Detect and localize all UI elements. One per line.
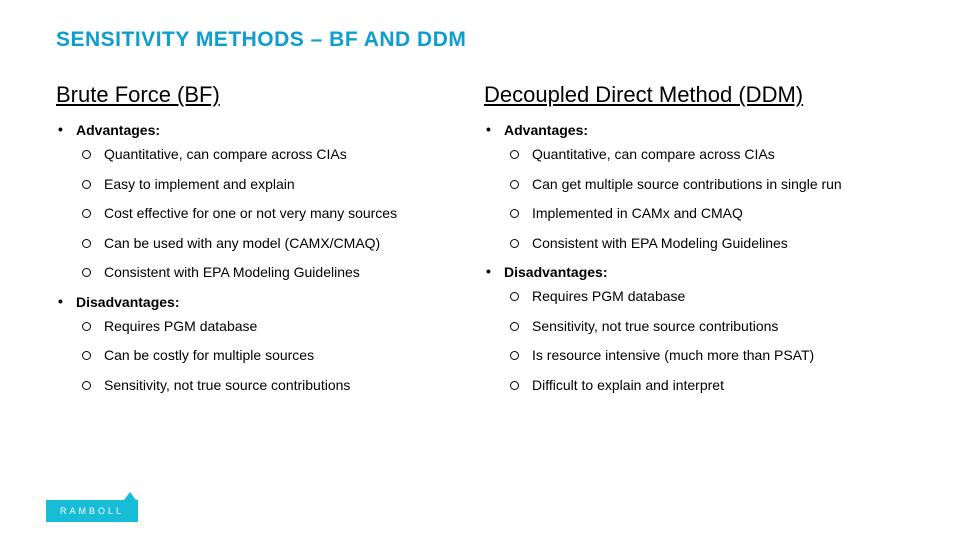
bf-advantages-items: Quantitative, can compare across CIAs Ea… <box>76 146 480 282</box>
list-item: Can be costly for multiple sources <box>76 347 480 365</box>
section-label: Disadvantages: <box>76 294 179 310</box>
column-bf: Brute Force (BF) Advantages: Quantitativ… <box>56 82 480 406</box>
bf-disadvantages-label: Disadvantages: Requires PGM database Can… <box>56 294 480 395</box>
list-item: Can get multiple source contributions in… <box>504 176 904 194</box>
list-item: Sensitivity, not true source contributio… <box>504 318 904 336</box>
ddm-heading: Decoupled Direct Method (DDM) <box>484 82 904 108</box>
list-item: Consistent with EPA Modeling Guidelines <box>504 235 904 253</box>
ramboll-logo: RAMBOLL <box>46 500 138 522</box>
list-item: Implemented in CAMx and CMAQ <box>504 205 904 223</box>
list-item: Requires PGM database <box>504 288 904 306</box>
ddm-section-list: Advantages: Quantitative, can compare ac… <box>484 122 904 394</box>
list-item: Requires PGM database <box>76 318 480 336</box>
bf-advantages-label: Advantages: Quantitative, can compare ac… <box>56 122 480 282</box>
logo-text: RAMBOLL <box>60 506 124 516</box>
slide-title: SENSITIVITY METHODS – BF AND DDM <box>56 28 904 52</box>
speech-bubble-tail-icon <box>124 492 136 500</box>
bf-disadvantages-items: Requires PGM database Can be costly for … <box>76 318 480 395</box>
list-item: Cost effective for one or not very many … <box>76 205 480 223</box>
list-item: Quantitative, can compare across CIAs <box>76 146 480 164</box>
logo-box: RAMBOLL <box>46 500 138 522</box>
ddm-disadvantages-label: Disadvantages: Requires PGM database Sen… <box>484 264 904 394</box>
bf-heading: Brute Force (BF) <box>56 82 480 108</box>
column-ddm: Decoupled Direct Method (DDM) Advantages… <box>480 82 904 406</box>
section-label: Advantages: <box>504 122 588 138</box>
ddm-advantages-label: Advantages: Quantitative, can compare ac… <box>484 122 904 252</box>
list-item: Sensitivity, not true source contributio… <box>76 377 480 395</box>
ddm-disadvantages-items: Requires PGM database Sensitivity, not t… <box>504 288 904 394</box>
section-label: Advantages: <box>76 122 160 138</box>
columns-wrap: Brute Force (BF) Advantages: Quantitativ… <box>56 82 904 406</box>
section-label: Disadvantages: <box>504 264 607 280</box>
bf-section-list: Advantages: Quantitative, can compare ac… <box>56 122 480 394</box>
list-item: Can be used with any model (CAMX/CMAQ) <box>76 235 480 253</box>
list-item: Consistent with EPA Modeling Guidelines <box>76 264 480 282</box>
list-item: Easy to implement and explain <box>76 176 480 194</box>
ddm-advantages-items: Quantitative, can compare across CIAs Ca… <box>504 146 904 252</box>
list-item: Is resource intensive (much more than PS… <box>504 347 904 365</box>
slide: SENSITIVITY METHODS – BF AND DDM Brute F… <box>0 0 960 540</box>
list-item: Difficult to explain and interpret <box>504 377 904 395</box>
list-item: Quantitative, can compare across CIAs <box>504 146 904 164</box>
